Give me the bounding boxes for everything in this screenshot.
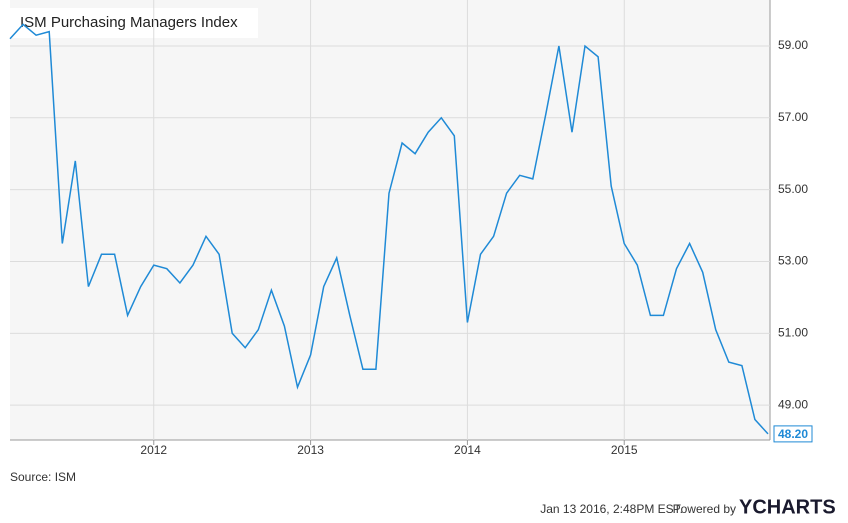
x-tick-label: 2014	[454, 443, 481, 457]
last-value-label: 48.20	[778, 427, 808, 441]
y-tick-label: 55.00	[778, 182, 808, 196]
line-series	[9, 23, 769, 435]
y-tick-label: 49.00	[778, 397, 808, 411]
y-tick-label: 53.00	[778, 254, 808, 268]
x-tick-label: 2013	[297, 443, 324, 457]
x-tick-label: 2015	[611, 443, 638, 457]
timestamp: Jan 13 2016, 2:48PM EST.	[540, 502, 683, 516]
powered-by: Powered by	[673, 502, 736, 516]
y-tick-label: 59.00	[778, 38, 808, 52]
y-tick-label: 51.00	[778, 325, 808, 339]
source: Source: ISM	[10, 470, 76, 484]
plot-area	[10, 0, 770, 440]
y-tick-label: 57.00	[778, 110, 808, 124]
last-value-box	[773, 425, 813, 443]
title-box	[10, 8, 258, 38]
x-tick-label: 2012	[140, 443, 167, 457]
brand: YCHARTS	[739, 496, 836, 518]
chart-title: ISM Purchasing Managers Index	[20, 14, 238, 31]
